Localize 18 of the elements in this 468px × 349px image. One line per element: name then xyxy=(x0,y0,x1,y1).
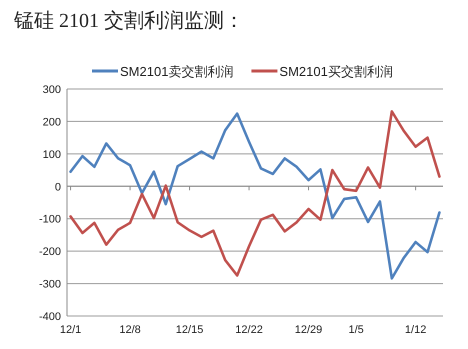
x-tick-label: 12/15 xyxy=(176,324,204,336)
legend-label: SM2101卖交割利润 xyxy=(120,64,234,79)
x-tick-label: 12/1 xyxy=(60,324,82,336)
y-tick-label: -100 xyxy=(38,214,61,226)
y-tick-label: 300 xyxy=(42,84,61,96)
chart-title: 锰硅 2101 交割利润监测： xyxy=(13,10,244,32)
x-tick-label: 1/5 xyxy=(348,324,364,336)
y-tick-label: 0 xyxy=(54,181,61,194)
x-tick-label: 12/29 xyxy=(294,324,322,336)
legend-label: SM2101买交割利润 xyxy=(279,64,393,79)
x-tick-label: 12/8 xyxy=(119,324,141,336)
x-tick-label: 1/12 xyxy=(404,324,426,336)
y-tick-label: -200 xyxy=(38,246,61,258)
y-tick-label: 200 xyxy=(42,116,61,128)
y-tick-label: -300 xyxy=(38,278,61,291)
y-tick-label: 100 xyxy=(42,148,61,161)
y-tick-label: -400 xyxy=(38,311,61,323)
x-tick-label: 12/22 xyxy=(235,324,263,336)
